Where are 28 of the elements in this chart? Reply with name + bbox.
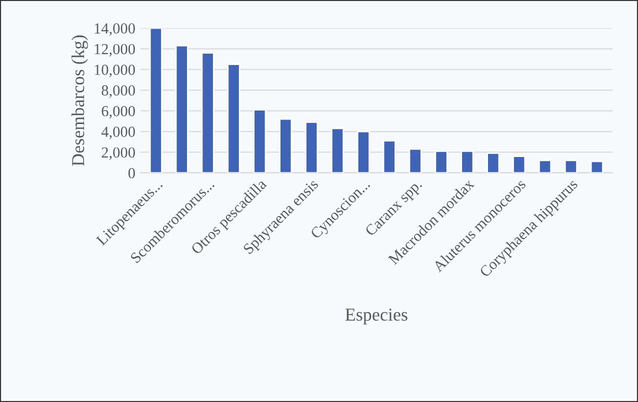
- y-tick-label: 12,000: [94, 44, 135, 56]
- bar: [149, 28, 162, 173]
- bar: [408, 148, 422, 173]
- y-tick-label: 8,000: [102, 85, 135, 98]
- bar: [175, 45, 188, 173]
- bar: [356, 130, 370, 173]
- bar: [227, 64, 240, 173]
- bar: [590, 160, 604, 173]
- bar: [486, 152, 500, 173]
- y-tick-label: 6,000: [102, 106, 135, 118]
- y-tick-label: 10,000: [94, 64, 135, 78]
- bar: [305, 122, 318, 173]
- bar: [434, 150, 448, 173]
- x-axis-title: Especies: [345, 308, 408, 324]
- y-axis-title: Desembarcos (kg): [72, 35, 88, 166]
- bar: [460, 150, 474, 173]
- bar: [512, 156, 526, 173]
- bar: [279, 118, 292, 173]
- y-tick-label: 14,000: [94, 23, 135, 36]
- bar: [382, 140, 396, 173]
- bar: [201, 52, 214, 173]
- bar: [538, 160, 552, 173]
- y-tick-label: 0: [128, 168, 135, 178]
- bar: [253, 109, 266, 173]
- y-tick-label: 2,000: [102, 147, 135, 160]
- bar: [564, 160, 578, 173]
- y-tick-label: 4,000: [101, 126, 135, 140]
- bar: [330, 128, 344, 173]
